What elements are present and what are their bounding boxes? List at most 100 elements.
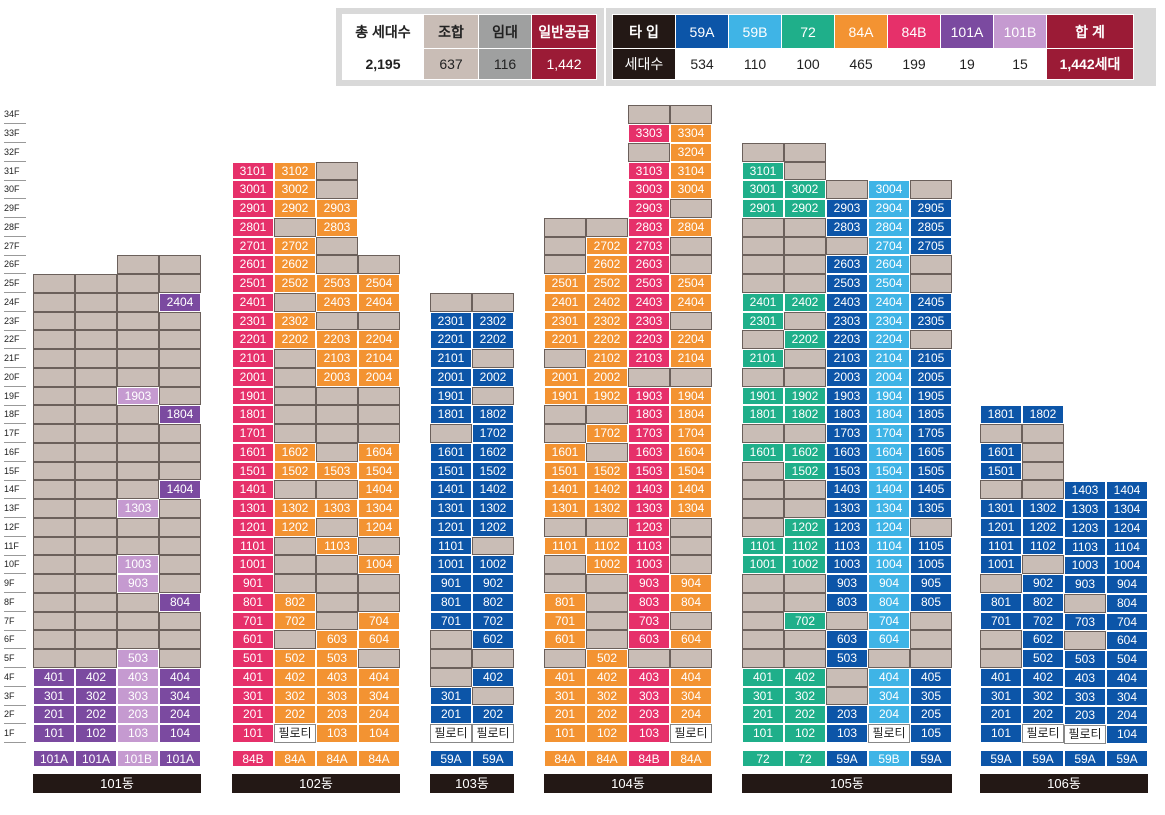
unit-cell: 103 xyxy=(117,724,159,743)
unit-cell: 1602 xyxy=(784,442,826,462)
union-unit-cell xyxy=(742,499,784,518)
unit-cell: 401 xyxy=(33,667,75,687)
union-unit-cell xyxy=(784,311,826,331)
unit-cell: 803 xyxy=(628,592,670,612)
unit-cell: 704 xyxy=(358,611,400,631)
unit-cell: 2403 xyxy=(628,292,670,312)
floor-label: 21F xyxy=(4,349,26,368)
count-84b: 199 xyxy=(887,48,941,80)
count-101b: 15 xyxy=(993,48,1047,80)
union-unit-cell xyxy=(742,480,784,499)
unit-cell: 1801 xyxy=(980,405,1022,424)
unit-cell: 1305 xyxy=(910,499,952,518)
union-unit-cell xyxy=(33,349,75,368)
unit-cell: 1101 xyxy=(742,536,784,556)
unit-cell: 2102 xyxy=(586,349,628,368)
union-unit-cell xyxy=(980,574,1022,593)
unit-cell: 701 xyxy=(430,611,472,631)
union-unit-cell xyxy=(430,630,472,649)
unit-cell: 1202 xyxy=(274,517,316,537)
union-unit-cell xyxy=(586,592,628,612)
unit-cell: 3102 xyxy=(274,161,316,181)
unit-cell: 2003 xyxy=(826,367,868,387)
unit-cell: 2002 xyxy=(586,367,628,387)
unit-cell: 305 xyxy=(910,686,952,706)
unit-cell: 2404 xyxy=(670,292,712,312)
union-unit-cell xyxy=(316,592,358,612)
unit-cell: 1003 xyxy=(1064,556,1106,575)
union-unit-cell xyxy=(316,480,358,499)
unit-cell: 902 xyxy=(472,574,514,593)
union-unit-cell xyxy=(274,292,316,312)
unit-cell: 703 xyxy=(1064,612,1106,632)
piloti-cell: 필로티 xyxy=(1022,724,1064,743)
unit-cell: 404 xyxy=(868,667,910,687)
union-unit-cell xyxy=(316,386,358,406)
unit-cell: 1005 xyxy=(910,555,952,574)
type-101b-header: 101B xyxy=(993,14,1047,49)
union-unit-cell xyxy=(159,461,201,481)
unit-cell: 402 xyxy=(1022,667,1064,687)
floor-label: 20F xyxy=(4,368,26,387)
unit-cell: 1503 xyxy=(316,461,358,481)
unit-cell: 1805 xyxy=(910,405,952,424)
piloti-cell: 필로티 xyxy=(670,724,712,743)
union-unit-cell xyxy=(274,367,316,387)
general-supply-value: 1,442 xyxy=(531,48,597,80)
type-84a-header: 84A xyxy=(834,14,888,49)
union-unit-cell xyxy=(544,555,586,574)
unit-cell: 1704 xyxy=(868,424,910,443)
unit-cell: 3103 xyxy=(628,161,670,181)
unit-cell: 1802 xyxy=(1022,405,1064,424)
floor-label: 23F xyxy=(4,312,26,331)
union-unit-cell xyxy=(742,236,784,256)
union-unit-cell xyxy=(33,480,75,499)
unit-cell: 2803 xyxy=(628,217,670,237)
unit-cell: 304 xyxy=(358,686,400,706)
unit-cell: 1202 xyxy=(1022,517,1064,537)
unit-cell: 604 xyxy=(358,630,400,649)
floor-label: 2F xyxy=(4,705,26,725)
unit-type-label: 84A xyxy=(544,750,586,767)
unit-cell: 2804 xyxy=(670,217,712,237)
union-unit-cell xyxy=(784,217,826,237)
unit-cell: 1204 xyxy=(868,517,910,537)
union-unit-cell xyxy=(670,199,712,218)
unit-cell: 2602 xyxy=(274,255,316,274)
union-unit-cell xyxy=(784,349,826,368)
unit-cell: 1902 xyxy=(784,386,826,406)
unit-cell: 1502 xyxy=(472,461,514,481)
union-unit-cell xyxy=(826,180,868,199)
union-unit-cell xyxy=(586,630,628,649)
union-unit-cell xyxy=(117,592,159,612)
unit-cell: 2402 xyxy=(784,292,826,312)
unit-cell: 403 xyxy=(117,667,159,687)
union-unit-cell xyxy=(544,349,586,368)
unit-cell: 1302 xyxy=(472,499,514,518)
union-unit-cell xyxy=(1022,480,1064,499)
count-84a: 465 xyxy=(834,48,888,80)
unit-cell: 1303 xyxy=(1064,500,1106,519)
unit-cell: 1304 xyxy=(1106,500,1148,519)
unit-cell: 1404 xyxy=(159,480,201,499)
unit-cell: 3104 xyxy=(670,161,712,181)
unit-cell: 1501 xyxy=(232,461,274,481)
unit-cell: 403 xyxy=(1064,668,1106,688)
unit-cell: 1703 xyxy=(628,424,670,443)
union-unit-cell xyxy=(1022,555,1064,574)
unit-cell: 2202 xyxy=(586,330,628,349)
unit-cell: 503 xyxy=(117,649,159,668)
unit-cell: 2801 xyxy=(232,217,274,237)
union-unit-cell xyxy=(117,405,159,424)
union-unit-cell xyxy=(358,255,400,274)
unit-cell: 2702 xyxy=(586,236,628,256)
union-unit-cell xyxy=(742,274,784,293)
union-unit-cell xyxy=(670,517,712,537)
unit-cell: 2304 xyxy=(868,311,910,331)
union-unit-cell xyxy=(75,480,117,499)
union-unit-cell xyxy=(75,592,117,612)
unit-cell: 2301 xyxy=(544,311,586,331)
floor-label: 18F xyxy=(4,405,26,425)
unit-cell: 204 xyxy=(868,705,910,724)
unit-cell: 2301 xyxy=(232,311,274,331)
